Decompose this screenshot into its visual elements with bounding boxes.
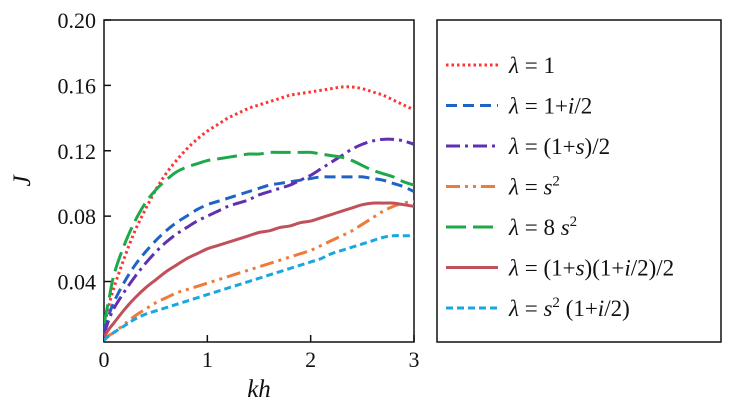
y-axis: 0.04 0.08 0.12 0.16 0.20 <box>58 8 111 295</box>
series-line-5 <box>104 150 414 325</box>
y-axis-label: J <box>9 174 36 187</box>
x-axis: 0 1 2 3 <box>99 335 420 372</box>
x-axis-label: kh <box>247 376 271 403</box>
y-tick-label: 0.12 <box>58 139 97 164</box>
x-tick-label: 3 <box>409 347 420 372</box>
legend-label-6: λ = (1+s)(1+i/2)/2 <box>508 256 674 281</box>
legend-label-4: λ = s2​ <box>508 174 560 200</box>
legend: λ = 1 λ = 1+i/2 λ = (1+s)/2 λ = s2​ λ = 8 s2… <box>446 53 674 321</box>
plot-area-frame <box>103 19 415 343</box>
legend-label-7: λ = s2​ (1+i/2) <box>508 295 630 321</box>
series-line-3 <box>104 137 414 335</box>
legend-label-1: λ = 1 <box>508 53 555 78</box>
y-tick-label: 0.08 <box>58 204 97 229</box>
y-tick-label: 0.16 <box>58 73 97 98</box>
series-line-2 <box>104 175 414 332</box>
series-line-1 <box>104 85 414 328</box>
legend-box <box>436 19 722 343</box>
series-group <box>104 85 414 342</box>
y-tick-label: 0.20 <box>58 8 97 33</box>
legend-label-5: λ = 8 s2​ <box>508 214 577 240</box>
legend-label-2: λ = 1+i/2 <box>508 94 592 119</box>
series-line-7 <box>104 234 414 342</box>
series-line-6 <box>104 201 414 338</box>
x-tick-label: 1 <box>202 347 213 372</box>
x-tick-label: 0 <box>99 347 110 372</box>
series-line-4 <box>104 199 414 342</box>
x-tick-label: 2 <box>305 347 316 372</box>
legend-label-3: λ = (1+s)/2 <box>508 134 610 159</box>
y-tick-label: 0.04 <box>58 270 97 295</box>
